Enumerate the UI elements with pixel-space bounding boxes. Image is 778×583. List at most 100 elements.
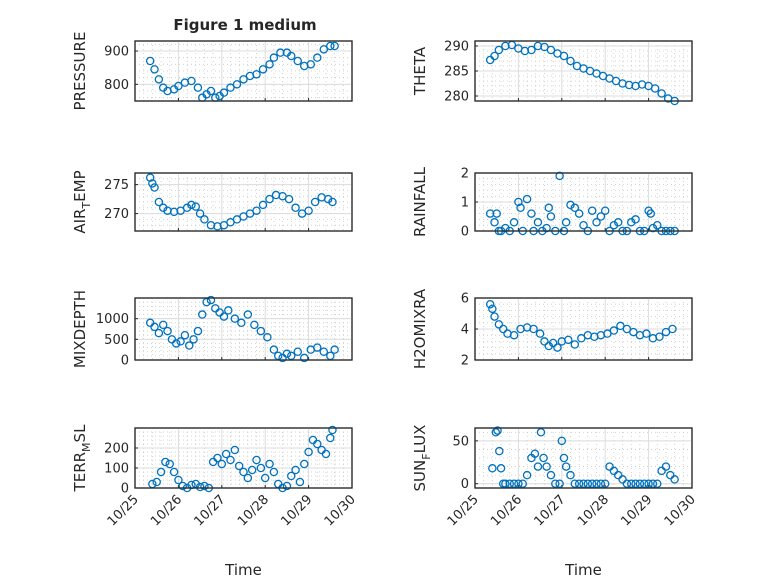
data-point-air-temp — [252, 206, 261, 215]
data-point-sun-flux — [670, 475, 679, 484]
data-point-terr-msl — [234, 461, 244, 471]
data-point-terr-msl — [286, 471, 296, 481]
y-tick-label: 270 — [104, 207, 129, 222]
data-point-sun-flux — [661, 462, 671, 471]
data-point-pressure — [286, 51, 296, 61]
y-axis-label-air-temp: AIRTEMP — [71, 170, 93, 233]
data-point-h2omixra — [570, 340, 580, 349]
data-point-mixdepth — [180, 330, 190, 340]
data-point-terr-msl — [195, 482, 205, 492]
data-point-terr-msl — [217, 459, 227, 469]
data-point-air-temp — [258, 200, 268, 210]
y-axis-label-sun-flux: SUNFLUX — [411, 425, 433, 492]
data-point-mixdepth — [193, 326, 203, 336]
data-point-mixdepth — [243, 310, 253, 319]
data-point-sun-flux — [570, 479, 580, 488]
data-point-sun-flux — [493, 426, 502, 435]
data-point-h2omixra — [485, 299, 495, 309]
data-point-pressure — [269, 53, 279, 62]
data-point-terr-msl — [213, 453, 222, 463]
data-point-theta — [527, 45, 536, 55]
data-point-sun-flux — [546, 470, 556, 480]
data-point-air-temp — [304, 206, 313, 215]
data-point-mixdepth — [319, 347, 329, 356]
data-point-pressure — [219, 88, 229, 97]
data-point-rainfall — [600, 206, 610, 215]
data-point-rainfall — [509, 218, 519, 227]
data-point-pressure — [258, 65, 268, 74]
data-point-terr-msl — [328, 425, 337, 435]
data-point-air-temp — [328, 197, 337, 207]
data-point-sun-flux — [618, 475, 627, 484]
axes-frame-sun-flux — [474, 427, 693, 489]
data-point-pressure — [150, 65, 159, 74]
y-axis-label-mixdepth: MIXDEPTH — [71, 290, 89, 368]
data-point-rainfall — [533, 218, 543, 227]
data-point-sun-flux — [648, 479, 658, 488]
data-point-mixdepth — [189, 335, 198, 344]
data-point-terr-msl — [313, 439, 322, 449]
y-tick-label: 6 — [461, 292, 469, 307]
data-point-terr-msl — [230, 445, 240, 455]
subplot-air-temp: 270 275 AIRTEMP — [71, 170, 353, 234]
data-point-sun-flux — [559, 453, 569, 463]
data-point-rainfall — [544, 203, 554, 213]
axes-frame-rainfall — [474, 172, 693, 232]
y-tick-label: 275 — [104, 178, 129, 193]
data-point-rainfall — [490, 218, 499, 227]
y-tick-label: 1 — [461, 196, 469, 211]
y-tick-label: 500 — [104, 333, 129, 348]
data-point-terr-msl — [221, 449, 231, 459]
data-point-mixdepth — [250, 320, 259, 330]
data-point-sun-flux — [495, 446, 504, 456]
data-point-h2omixra — [622, 324, 632, 334]
data-point-h2omixra — [553, 343, 562, 352]
axes-frame-terr-msl — [134, 427, 353, 489]
data-point-pressure — [154, 75, 164, 84]
data-point-mixdepth — [150, 322, 159, 332]
data-point-mixdepth — [224, 306, 233, 315]
data-point-terr-msl — [226, 455, 235, 465]
data-point-rainfall — [579, 220, 588, 230]
data-point-sun-flux — [509, 479, 519, 488]
subplot-h2omixra: 2 4 6 H2OMIXRA — [411, 288, 693, 369]
data-point-rainfall — [646, 209, 656, 218]
data-point-h2omixra — [498, 324, 508, 334]
data-point-sun-flux — [542, 462, 551, 471]
data-point-pressure — [330, 41, 339, 51]
data-point-mixdepth — [237, 318, 246, 328]
data-point-sun-flux — [596, 479, 606, 488]
data-point-mixdepth — [256, 326, 266, 336]
data-point-terr-msl — [265, 459, 274, 469]
x-axis-label-terr-msl: Time — [224, 561, 262, 579]
axes-frame-air-temp — [134, 172, 353, 232]
y-tick-label: 0 — [121, 354, 129, 369]
data-point-h2omixra — [509, 330, 519, 340]
data-point-terr-msl — [260, 473, 270, 483]
data-point-rainfall — [527, 209, 536, 218]
data-point-theta — [657, 89, 666, 98]
data-point-h2omixra — [529, 324, 538, 334]
data-point-h2omixra — [564, 335, 573, 345]
y-axis-label-pressure: PRESSURE — [71, 32, 89, 111]
axes-frame-theta — [474, 40, 693, 102]
data-point-air-temp — [195, 209, 205, 218]
y-tick-label: 0 — [461, 225, 469, 240]
data-point-terr-msl — [304, 447, 313, 457]
y-axis-label-theta: THETA — [411, 46, 429, 96]
data-point-h2omixra — [616, 321, 625, 331]
data-point-sun-flux — [626, 479, 636, 488]
data-point-h2omixra — [540, 337, 549, 346]
data-point-sun-flux — [536, 428, 546, 437]
data-point-pressure — [306, 60, 316, 69]
figure-title: Figure 1 medium — [173, 16, 316, 34]
data-point-pressure — [187, 76, 196, 86]
data-point-h2omixra — [655, 332, 664, 341]
data-point-pressure — [226, 83, 235, 92]
data-point-terr-msl — [300, 459, 309, 469]
data-point-air-temp — [310, 197, 320, 207]
data-point-theta — [494, 45, 504, 55]
axes-box-terr-msl — [134, 427, 353, 489]
data-point-pressure — [145, 56, 155, 66]
data-point-mixdepth — [198, 310, 207, 319]
